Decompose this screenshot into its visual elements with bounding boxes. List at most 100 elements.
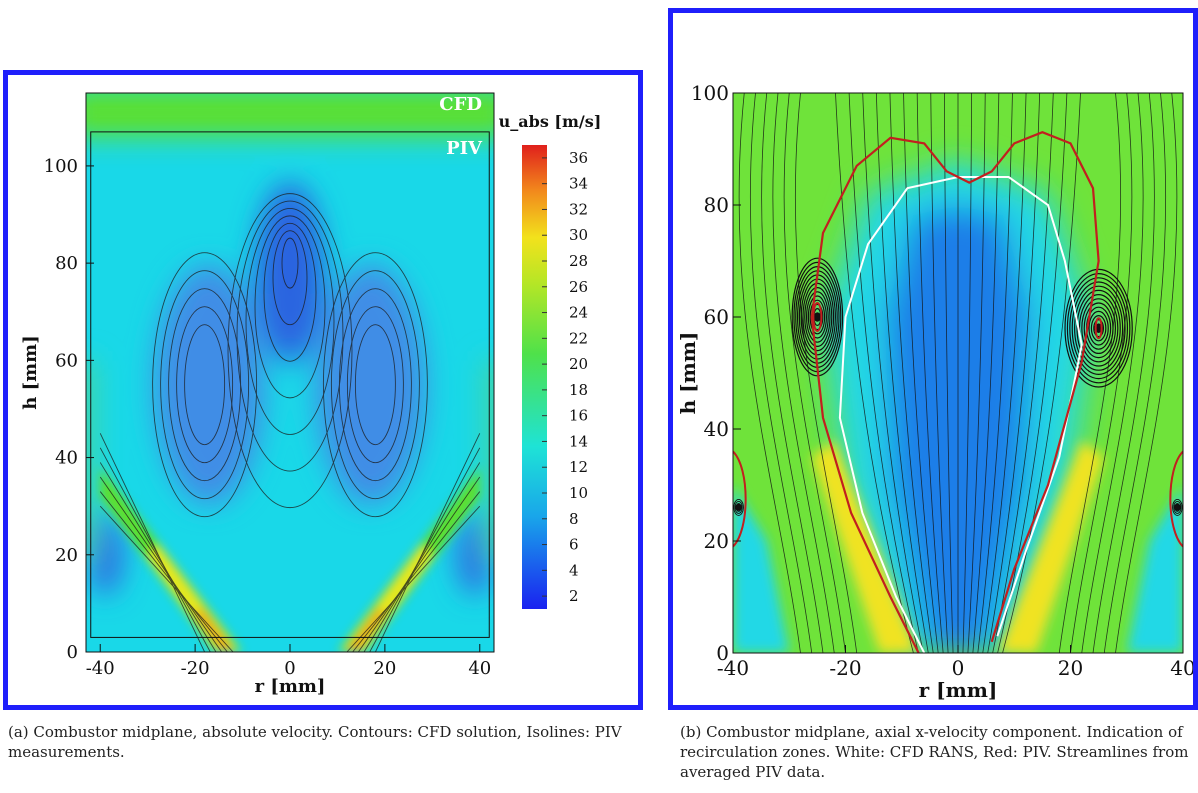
streamline — [889, 93, 934, 653]
vortex-ring — [1064, 268, 1133, 388]
isoline-left — [160, 270, 250, 500]
panel-a: -40 -20 0 20 40 0 20 40 60 80 100 r [mm] h [mm] CFD PI… — [3, 70, 643, 710]
isoline-right-jet — [346, 505, 481, 652]
y-tick-label: 20 — [704, 529, 729, 553]
colorbar-tick-label: 30 — [569, 226, 588, 244]
vortex-ring — [807, 295, 827, 339]
streamline-outer — [794, 93, 858, 653]
isoline-left-jet — [99, 491, 228, 652]
x-tick-label: -20 — [829, 656, 861, 680]
streamline — [982, 93, 1027, 653]
vortex-ring — [1071, 281, 1126, 376]
isoline-left — [176, 306, 234, 464]
isoline-core — [272, 230, 308, 326]
isoline-core — [263, 222, 317, 362]
right-edge — [484, 360, 494, 561]
colorbar-title: u_abs [m/s] — [499, 112, 602, 131]
colorbar-tick-label: 14 — [569, 432, 588, 450]
vortex-ring — [1076, 289, 1121, 367]
y-tick-label: 100 — [44, 156, 78, 177]
streamline — [943, 93, 954, 653]
isoline-core — [254, 215, 326, 399]
streamline — [835, 93, 914, 653]
streamlines — [738, 93, 1178, 653]
colorbar-tick-label: 12 — [569, 458, 588, 476]
y-tick-label: 20 — [55, 545, 78, 566]
isoline-left-jet — [99, 505, 234, 652]
colorbar-tick-label: 10 — [569, 484, 588, 502]
panel-b-chart: -40 -20 0 20 40 0 20 40 60 80 100 r [mm] h [mm] — [676, 81, 1193, 702]
piv-left-corner-outline — [733, 450, 747, 548]
streamline-outer — [1070, 93, 1133, 653]
piv-right-vortex-outline — [1094, 317, 1103, 340]
colorbar-tick-label: 24 — [569, 304, 588, 322]
streamline — [992, 93, 1054, 653]
streamline — [916, 93, 944, 653]
panel-a-chart: -40 -20 0 20 40 0 20 40 60 80 100 r [mm] h [mm] CFD PI… — [20, 92, 602, 697]
colorbar-tick-label: 32 — [569, 200, 588, 218]
panel-b-field — [733, 93, 1183, 653]
left-corner — [733, 485, 790, 653]
streamline-outer — [1115, 93, 1178, 653]
y-tick-label: 80 — [55, 253, 78, 274]
isoline-right — [322, 252, 428, 518]
streamline — [977, 93, 1013, 653]
vortex-ring — [809, 299, 826, 335]
right-low-lobe — [315, 264, 426, 505]
streamline-outer — [1092, 93, 1155, 653]
streamline-outer — [783, 93, 846, 653]
y-axis-label: h [mm] — [676, 332, 700, 415]
field-background — [86, 93, 494, 652]
streamline — [972, 93, 1000, 653]
streamline — [862, 93, 924, 653]
streamline — [967, 93, 986, 653]
streamline — [1002, 93, 1081, 653]
piv-left-vortex-outline — [812, 302, 823, 332]
right-jet-core — [342, 545, 433, 652]
x-tick-label: 40 — [468, 658, 491, 679]
isoline-core — [245, 208, 335, 435]
y-tick-label: 40 — [704, 417, 729, 441]
streamline-outer — [749, 93, 813, 653]
vortex-ring — [733, 498, 744, 516]
colorbar-tick-label: 6 — [569, 536, 579, 554]
colorbar-tick-label: 2 — [569, 587, 579, 605]
colorbar-tick-label: 22 — [569, 329, 588, 347]
x-tick-label: 40 — [1170, 656, 1193, 680]
caption-b: (b) Combustor midplane, axial x-velocity… — [680, 723, 1189, 781]
vortex-ring — [1081, 298, 1117, 359]
colorbar-tick-label: 16 — [569, 407, 588, 425]
isoline-left — [152, 252, 258, 518]
isoline-core — [236, 200, 344, 472]
isoline-left-jet — [99, 476, 223, 652]
vortex-ring — [1083, 302, 1114, 355]
streamline-outer — [1103, 93, 1167, 653]
piv-isolines — [99, 193, 481, 652]
colorbar-tick-label: 36 — [569, 149, 588, 167]
vortex-ring — [1066, 273, 1131, 384]
annotation-piv: PIV — [446, 138, 483, 159]
isoline-right-jet — [369, 447, 481, 652]
streamline-outer — [1081, 93, 1144, 653]
vortex-ring — [802, 282, 833, 352]
vortex-ring — [734, 500, 743, 514]
streamline — [875, 93, 929, 653]
y-tick-label: 40 — [55, 448, 78, 469]
colorbar-tick-label: 18 — [569, 381, 588, 399]
vortex-center — [812, 312, 822, 322]
right-corner — [1126, 485, 1183, 653]
isoline-left-jet — [99, 462, 217, 652]
colorbar-tick-label: 28 — [569, 252, 588, 270]
isoline-left — [168, 288, 242, 482]
y-axis-label: h [mm] — [20, 335, 41, 409]
isoline-right-jet — [363, 462, 481, 652]
vortex-ring — [1088, 310, 1109, 346]
core-low-region — [255, 182, 325, 363]
x-axis-label: r [mm] — [255, 676, 326, 697]
isoline-right — [330, 270, 420, 500]
streamline-outer — [761, 93, 824, 653]
colorbar-tick-label: 8 — [569, 510, 579, 528]
x-tick-label: 20 — [373, 658, 396, 679]
vortex-ring — [1078, 294, 1119, 363]
left-low-lobe — [154, 264, 265, 505]
